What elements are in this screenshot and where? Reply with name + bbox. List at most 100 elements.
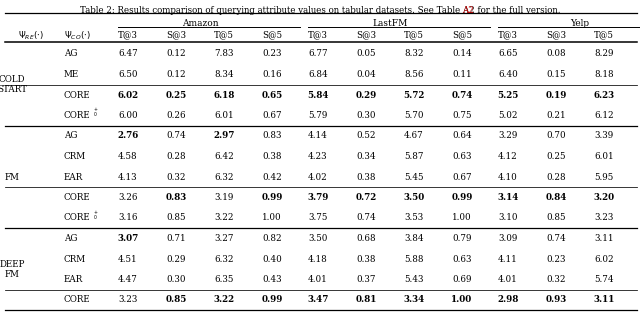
Text: 0.23: 0.23 bbox=[262, 49, 282, 59]
Text: 0.11: 0.11 bbox=[452, 70, 472, 79]
Text: 3.47: 3.47 bbox=[307, 295, 329, 305]
Text: 0.29: 0.29 bbox=[166, 254, 186, 264]
Text: 0.85: 0.85 bbox=[547, 213, 566, 223]
Text: 5.88: 5.88 bbox=[404, 254, 424, 264]
Text: 0.71: 0.71 bbox=[166, 234, 186, 243]
Text: 4.13: 4.13 bbox=[118, 172, 138, 182]
Text: 3.20: 3.20 bbox=[593, 193, 614, 202]
Text: 5.95: 5.95 bbox=[595, 172, 614, 182]
Text: 6.02: 6.02 bbox=[117, 90, 139, 100]
Text: 0.43: 0.43 bbox=[262, 275, 282, 284]
Text: 3.84: 3.84 bbox=[404, 234, 424, 243]
Text: 0.40: 0.40 bbox=[262, 254, 282, 264]
Text: Yelp: Yelp bbox=[570, 19, 589, 28]
Text: 4.11: 4.11 bbox=[498, 254, 518, 264]
Text: ME: ME bbox=[64, 70, 79, 79]
Text: 0.28: 0.28 bbox=[166, 152, 186, 161]
Text: AG: AG bbox=[64, 131, 77, 141]
Text: 6.01: 6.01 bbox=[594, 152, 614, 161]
Text: 3.09: 3.09 bbox=[499, 234, 518, 243]
Text: 0.63: 0.63 bbox=[452, 254, 472, 264]
Text: 3.10: 3.10 bbox=[499, 213, 518, 223]
Text: CORE: CORE bbox=[64, 295, 91, 305]
Text: S@5: S@5 bbox=[262, 30, 282, 39]
Text: 3.75: 3.75 bbox=[308, 213, 328, 223]
Text: 4.14: 4.14 bbox=[308, 131, 328, 141]
Text: 0.72: 0.72 bbox=[355, 193, 376, 202]
Text: 0.15: 0.15 bbox=[547, 70, 566, 79]
Text: S@3: S@3 bbox=[166, 30, 186, 39]
Text: 2.97: 2.97 bbox=[213, 131, 235, 141]
Text: 3.11: 3.11 bbox=[595, 234, 614, 243]
Text: 3.11: 3.11 bbox=[593, 295, 614, 305]
Text: 3.50: 3.50 bbox=[308, 234, 328, 243]
Text: 8.56: 8.56 bbox=[404, 70, 424, 79]
Text: 5.25: 5.25 bbox=[497, 90, 518, 100]
Text: 3.23: 3.23 bbox=[595, 213, 614, 223]
Text: 3.14: 3.14 bbox=[497, 193, 518, 202]
Text: 1.00: 1.00 bbox=[262, 213, 282, 223]
Text: 0.29: 0.29 bbox=[355, 90, 376, 100]
Text: CRM: CRM bbox=[64, 254, 86, 264]
Text: 0.14: 0.14 bbox=[452, 49, 472, 59]
Text: 0.93: 0.93 bbox=[545, 295, 566, 305]
Text: 0.99: 0.99 bbox=[261, 295, 283, 305]
Text: 0.12: 0.12 bbox=[166, 70, 186, 79]
Text: 3.79: 3.79 bbox=[307, 193, 329, 202]
Text: 6.42: 6.42 bbox=[214, 152, 234, 161]
Text: 6.65: 6.65 bbox=[499, 49, 518, 59]
Text: 0.74: 0.74 bbox=[356, 213, 376, 223]
Text: 4.58: 4.58 bbox=[118, 152, 138, 161]
Text: 3.26: 3.26 bbox=[118, 193, 138, 202]
Text: 3.19: 3.19 bbox=[214, 193, 234, 202]
Text: 5.87: 5.87 bbox=[404, 152, 424, 161]
Text: 0.74: 0.74 bbox=[451, 90, 473, 100]
Text: 7.83: 7.83 bbox=[214, 49, 234, 59]
Text: CORE: CORE bbox=[64, 193, 91, 202]
Text: 0.05: 0.05 bbox=[356, 49, 376, 59]
Text: 0.25: 0.25 bbox=[547, 152, 566, 161]
Text: A2: A2 bbox=[462, 6, 474, 15]
Text: 0.38: 0.38 bbox=[356, 172, 376, 182]
Text: 2.76: 2.76 bbox=[117, 131, 139, 141]
Text: S@5: S@5 bbox=[452, 30, 472, 39]
Text: T@5: T@5 bbox=[594, 30, 614, 39]
Text: T@3: T@3 bbox=[308, 30, 328, 39]
Text: 6.32: 6.32 bbox=[214, 172, 234, 182]
Text: 0.38: 0.38 bbox=[356, 254, 376, 264]
Text: 1.00: 1.00 bbox=[452, 213, 472, 223]
Text: S@3: S@3 bbox=[356, 30, 376, 39]
Text: 3.53: 3.53 bbox=[404, 213, 424, 223]
Text: 3.07: 3.07 bbox=[117, 234, 139, 243]
Text: 4.47: 4.47 bbox=[118, 275, 138, 284]
Text: 0.34: 0.34 bbox=[356, 152, 376, 161]
Text: CORE: CORE bbox=[64, 213, 91, 223]
Text: 6.00: 6.00 bbox=[118, 111, 138, 120]
Text: 3.39: 3.39 bbox=[595, 131, 614, 141]
Text: 0.37: 0.37 bbox=[356, 275, 376, 284]
Text: 4.02: 4.02 bbox=[308, 172, 328, 182]
Text: CRM: CRM bbox=[64, 152, 86, 161]
Text: $\Psi_{RE}(\cdot)$: $\Psi_{RE}(\cdot)$ bbox=[18, 30, 44, 43]
Text: $\Psi_{CO}(\cdot)$: $\Psi_{CO}(\cdot)$ bbox=[64, 30, 91, 43]
Text: 0.70: 0.70 bbox=[546, 131, 566, 141]
Text: T@5: T@5 bbox=[404, 30, 424, 39]
Text: 6.23: 6.23 bbox=[593, 90, 614, 100]
Text: 4.51: 4.51 bbox=[118, 254, 138, 264]
Text: 0.23: 0.23 bbox=[547, 254, 566, 264]
Text: 6.40: 6.40 bbox=[498, 70, 518, 79]
Text: 0.74: 0.74 bbox=[166, 131, 186, 141]
Text: 0.83: 0.83 bbox=[262, 131, 282, 141]
Text: 3.29: 3.29 bbox=[499, 131, 518, 141]
Text: 6.12: 6.12 bbox=[594, 111, 614, 120]
Text: 4.18: 4.18 bbox=[308, 254, 328, 264]
Text: 4.67: 4.67 bbox=[404, 131, 424, 141]
Text: 0.04: 0.04 bbox=[356, 70, 376, 79]
Text: 0.32: 0.32 bbox=[166, 172, 186, 182]
Text: AG: AG bbox=[64, 234, 77, 243]
Text: 8.18: 8.18 bbox=[594, 70, 614, 79]
Text: 6.47: 6.47 bbox=[118, 49, 138, 59]
Text: 6.77: 6.77 bbox=[308, 49, 328, 59]
Text: 3.23: 3.23 bbox=[118, 295, 138, 305]
Text: 5.72: 5.72 bbox=[403, 90, 425, 100]
